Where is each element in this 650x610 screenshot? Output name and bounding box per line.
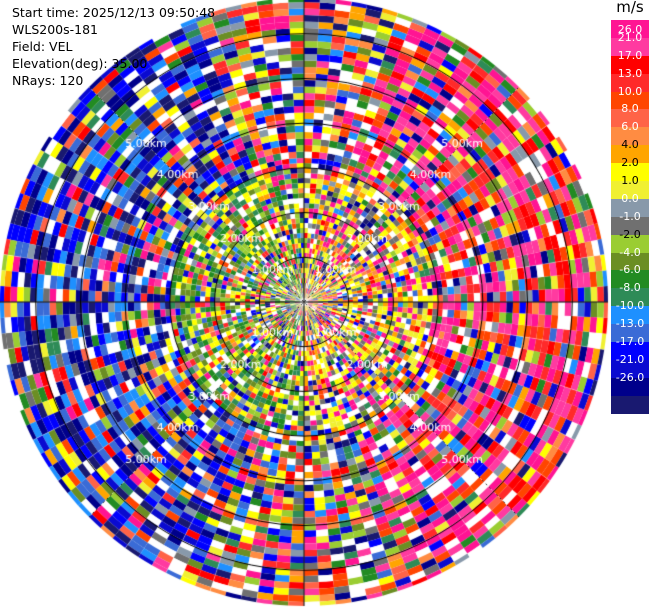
colorbar-cell: 6.0 — [611, 120, 649, 146]
site-label: WLS200s-181 — [12, 22, 98, 37]
colorbar-tick-label: 8.0 — [621, 102, 639, 116]
colorbar-cell: -21.0 — [611, 353, 649, 378]
colorbar-cell: -26.0 — [611, 371, 649, 396]
colorbar-tick-label: -8.0 — [619, 281, 641, 295]
colorbar-cell: -17.0 — [611, 335, 649, 360]
colorbar-cell: -4.0 — [611, 246, 649, 271]
ppi-plot — [0, 0, 610, 610]
colorbar-cell: -10.0 — [611, 299, 649, 325]
colorbar-cell: -13.0 — [611, 317, 649, 343]
colorbar-cell: 10.0 — [611, 85, 649, 110]
colorbar-tick-label: -13.0 — [615, 317, 645, 331]
colorbar-cell: 26.0 — [611, 20, 649, 38]
colorbar-tick-label: 13.0 — [617, 66, 643, 80]
colorbar-title: m/s — [616, 0, 644, 16]
colorbar-tick-label: -30.0 — [615, 587, 645, 600]
nrays-label: NRays: 120 — [12, 73, 84, 88]
colorbar-tick-label: 0.0 — [621, 191, 639, 205]
colorbar-tick-label: -21.0 — [615, 352, 645, 366]
colorbar-cell: 17.0 — [611, 49, 649, 74]
colorbar-tick-label: 6.0 — [621, 120, 639, 134]
colorbar-tick-label: 10.0 — [617, 84, 643, 98]
info-panel: Start time: 2025/12/13 09:50:48 WLS200s-… — [12, 4, 215, 89]
colorbar-cell: -2.0 — [611, 228, 649, 253]
colorbar-cell: 4.0 — [611, 138, 649, 164]
start-time-label: Start time: 2025/12/13 09:50:48 — [12, 5, 216, 20]
colorbar-tick-label: 4.0 — [621, 138, 639, 152]
colorbar-cell: -8.0 — [611, 281, 649, 307]
colorbar-cell: 0.0 — [611, 192, 649, 217]
colorbar-cell: 2.0 — [611, 156, 649, 182]
colorbar-cell: 8.0 — [611, 102, 649, 128]
colorbar-cell: 21.0 — [611, 31, 649, 56]
colorbar-tick-label: -2.0 — [619, 227, 641, 241]
colorbar-tick-label: -1.0 — [619, 209, 641, 223]
colorbar: 26.0 21.0 17.0 13.0 10.0 8.0 6.0 4.0 2.0 1.0 0.0 -1… — [611, 20, 649, 414]
colorbar-tick-label: 2.0 — [621, 156, 639, 170]
field-label: Field: VEL — [12, 39, 73, 54]
elevation-label: Elevation(deg): 35.00 — [12, 56, 148, 71]
colorbar-cell: 13.0 — [611, 67, 649, 92]
colorbar-tick-label: -26.0 — [615, 370, 645, 384]
colorbar-cell — [611, 395, 649, 414]
colorbar-tick-label: -4.0 — [619, 245, 641, 259]
colorbar-tick-label: 1.0 — [621, 174, 639, 188]
colorbar-cell: -6.0 — [611, 263, 649, 289]
colorbar-tick-label: -10.0 — [615, 299, 645, 313]
colorbar-cell: -1.0 — [611, 210, 649, 235]
colorbar-tick-label: 26.0 — [617, 23, 643, 36]
colorbar-tick-label: 21.0 — [617, 30, 643, 44]
colorbar-cell: 1.0 — [611, 174, 649, 199]
colorbar-tick-label: -6.0 — [619, 263, 641, 277]
colorbar-tick-label: 17.0 — [617, 48, 643, 62]
colorbar-tick-label: -17.0 — [615, 335, 645, 349]
